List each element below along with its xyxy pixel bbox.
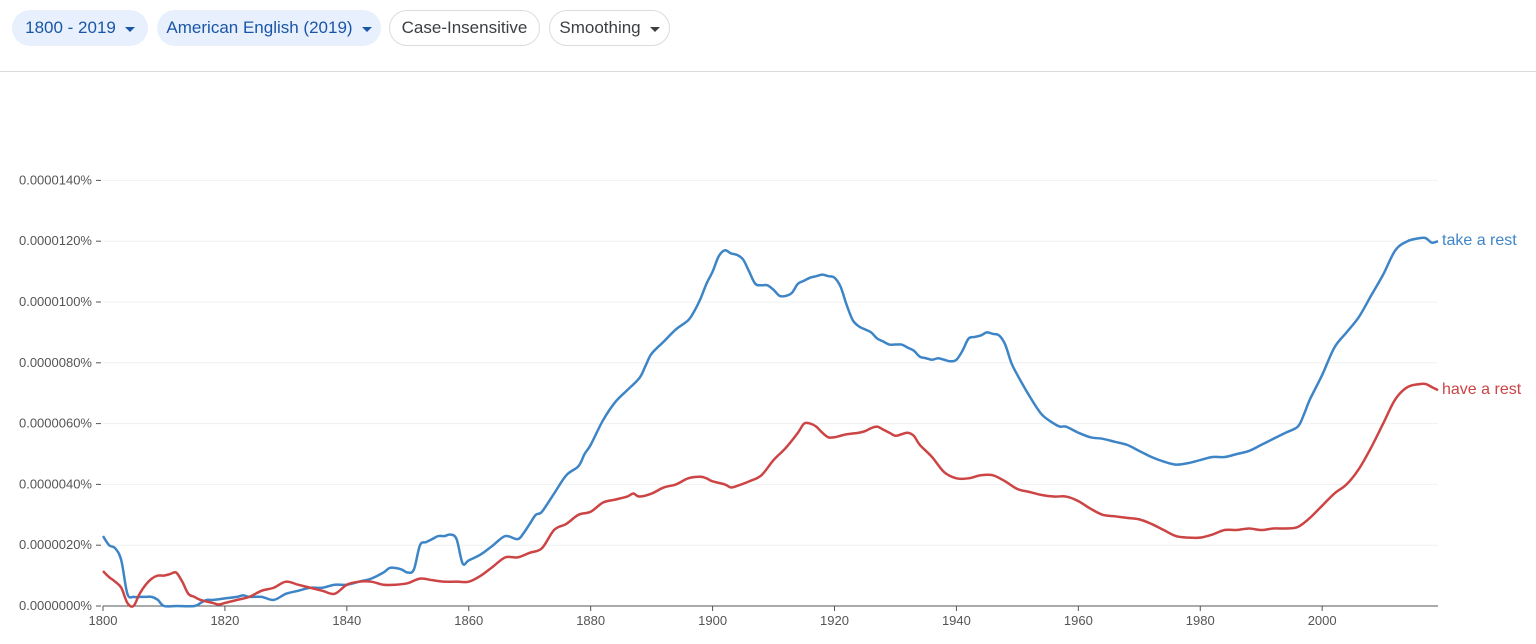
y-tick-label: 0.0000120% — [19, 233, 92, 248]
chevron-down-icon — [361, 26, 372, 32]
y-tick-label: 0.0000060% — [19, 416, 92, 431]
smoothing-label: Smoothing — [559, 18, 641, 37]
series-label-have-a-rest: have a rest — [1442, 381, 1522, 398]
corpus-label: American English (2019) — [166, 18, 353, 37]
y-axis: 0.0000000% 0.0000020% 0.0000040% 0.0000060%… — [19, 172, 101, 613]
x-tick-label: 1880 — [576, 613, 605, 628]
x-tick-label: 1820 — [210, 613, 239, 628]
x-tick-label: 1900 — [698, 613, 727, 628]
chevron-down-icon — [124, 26, 135, 32]
corpus-dropdown[interactable]: American English (2019) — [157, 10, 381, 46]
x-tick-label: 1840 — [332, 613, 361, 628]
x-tick-label: 2000 — [1308, 613, 1337, 628]
y-tick-label: 0.0000140% — [19, 172, 92, 187]
y-tick-label: 0.0000100% — [19, 294, 92, 309]
x-axis: 1800 1820 1840 1860 1880 1900 1920 1940 1960 1980… — [89, 605, 1438, 628]
grid — [103, 179, 1438, 546]
year-range-dropdown[interactable]: 1800 - 2019 — [12, 10, 148, 46]
case-insensitive-label: Case-Insensitive — [401, 18, 528, 37]
x-tick-label: 1960 — [1064, 613, 1093, 628]
x-tick-label: 1920 — [820, 613, 849, 628]
x-tick-label: 1980 — [1186, 613, 1215, 628]
y-tick-label: 0.0000020% — [19, 537, 92, 552]
ngram-line-chart: 0.0000000% 0.0000020% 0.0000040% 0.0000060%… — [19, 172, 1522, 628]
series-layer — [101, 236, 1439, 608]
y-tick-label: 0.0000080% — [19, 355, 92, 370]
series-line-have-a-rest — [102, 382, 1439, 608]
series-label-take-a-rest: take a rest — [1442, 232, 1517, 249]
y-tick-label: 0.0000040% — [19, 476, 92, 491]
chevron-down-icon — [649, 26, 660, 32]
toolbar: 1800 - 2019 American English (2019) Case… — [0, 0, 1536, 72]
x-tick-label: 1940 — [942, 613, 971, 628]
case-insensitive-toggle[interactable]: Case-Insensitive — [389, 10, 540, 46]
x-tick-label: 1800 — [89, 613, 118, 628]
y-tick-label: 0.0000000% — [19, 598, 92, 613]
smoothing-dropdown[interactable]: Smoothing — [549, 10, 670, 46]
year-range-label: 1800 - 2019 — [25, 18, 116, 37]
x-tick-label: 1860 — [454, 613, 483, 628]
series-line-take-a-rest — [101, 236, 1439, 608]
series-labels: take a rest have a rest — [1442, 232, 1522, 398]
